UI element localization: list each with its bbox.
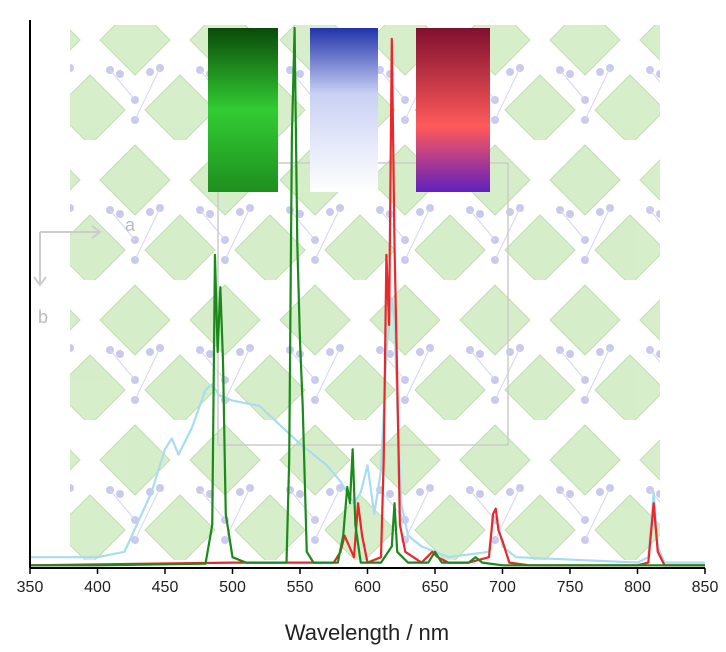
x-tick-label: 600 xyxy=(354,579,381,596)
x-tick-label: 450 xyxy=(152,579,179,596)
spectrum-line xyxy=(30,296,705,564)
x-tick-label: 400 xyxy=(84,579,111,596)
x-tick-label: 700 xyxy=(489,579,516,596)
spectrum-line xyxy=(30,26,705,567)
x-tick-label: 650 xyxy=(422,579,449,596)
x-tick-label: 850 xyxy=(692,579,719,596)
axis-annotation: b xyxy=(38,307,48,327)
x-tick-label: 350 xyxy=(17,579,44,596)
x-axis-label: Wavelength / nm xyxy=(285,620,449,645)
x-tick-label: 750 xyxy=(557,579,584,596)
x-tick-label: 500 xyxy=(219,579,246,596)
x-tick-label: 800 xyxy=(624,579,651,596)
axis-annotation: a xyxy=(125,215,136,235)
inset-photos xyxy=(208,28,490,192)
x-tick-label: 550 xyxy=(287,579,314,596)
